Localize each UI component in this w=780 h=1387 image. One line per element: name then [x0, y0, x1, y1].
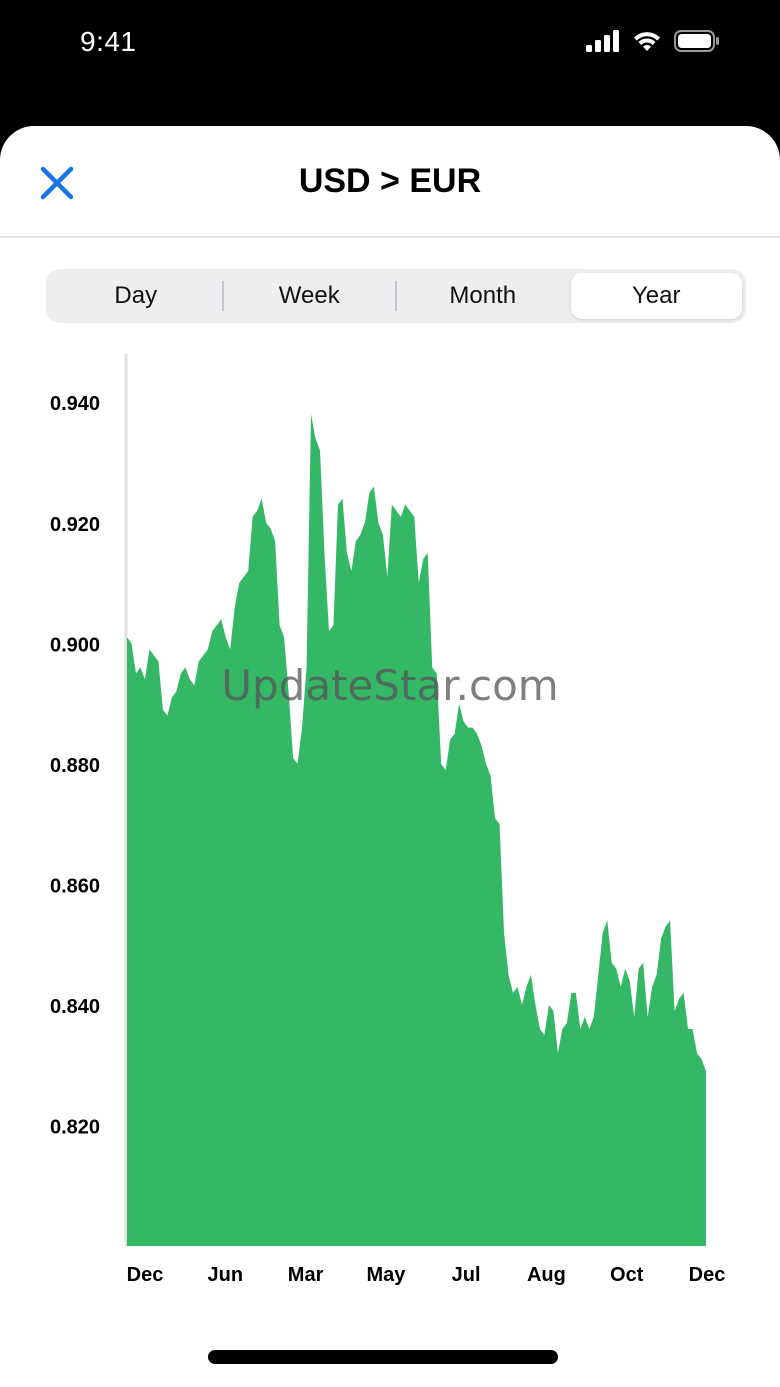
segment-year[interactable]: Year [570, 273, 742, 319]
battery-icon [674, 30, 719, 52]
y-axis-labels: 0.820 0.840 0.860 0.880 0.900 0.920 0.940 [50, 393, 100, 1138]
home-indicator [208, 1350, 558, 1364]
rate-chart: 0.820 0.840 0.860 0.880 0.900 0.920 0.940 Dec J… [0, 336, 780, 1296]
chart-svg: 0.820 0.840 0.860 0.880 0.900 0.920 0.940 Dec J… [50, 354, 726, 1286]
wifi-icon [634, 32, 660, 51]
segment-week[interactable]: Week [278, 282, 340, 309]
segment-divider [221, 281, 224, 311]
nav-header: USD > EUR [0, 126, 780, 238]
chart-area-series [127, 414, 706, 1246]
page-title: USD > EUR [298, 162, 482, 200]
watermark: UpdateStar.com [221, 661, 558, 710]
x-tick-label: Jul [452, 1264, 481, 1286]
y-tick-label: 0.900 [50, 634, 100, 656]
x-axis-labels: Dec Jun Mar May Jul Aug Oct Dec [127, 1264, 726, 1286]
segment-month[interactable]: Month [449, 282, 517, 309]
x-tick-label: Oct [610, 1264, 644, 1286]
cellular-signal-icon [586, 30, 619, 52]
x-tick-label: May [366, 1264, 406, 1286]
status-icons [586, 30, 720, 52]
status-bar: 9:41 [0, 0, 780, 90]
rate-sheet: USD > EUR Day Week Month Year 0.820 0.840… [0, 126, 780, 1387]
y-tick-label: 0.820 [50, 1117, 100, 1139]
y-tick-label: 0.840 [50, 996, 100, 1018]
y-tick-label: 0.940 [50, 393, 100, 415]
period-segmented-control: Day Week Month Year [46, 269, 746, 323]
close-icon [40, 166, 74, 200]
status-time: 9:41 [80, 26, 137, 57]
close-button[interactable] [32, 158, 82, 208]
segment-divider [395, 281, 397, 311]
y-tick-label: 0.880 [50, 755, 100, 777]
y-tick-label: 0.860 [50, 875, 100, 897]
x-tick-label: Mar [288, 1264, 324, 1286]
segment-day[interactable]: Day [114, 282, 158, 309]
x-tick-label: Jun [208, 1264, 244, 1286]
x-tick-label: Dec [127, 1264, 164, 1286]
x-tick-label: Aug [527, 1264, 566, 1286]
y-tick-label: 0.920 [50, 514, 100, 536]
x-tick-label: Dec [689, 1264, 726, 1286]
